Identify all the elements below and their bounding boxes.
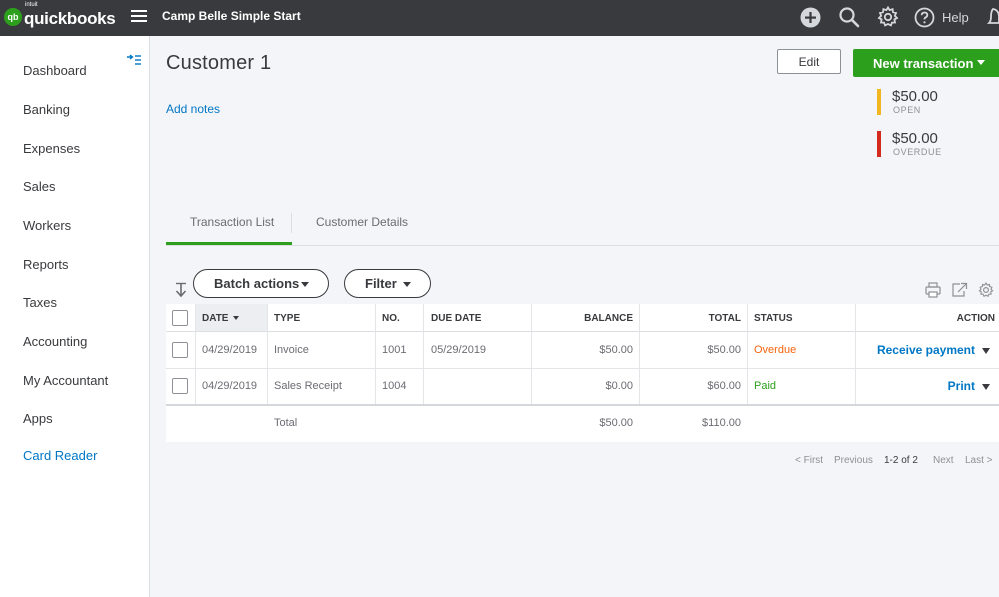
cell-total: $60.00: [707, 380, 741, 392]
add-notes-link[interactable]: Add notes: [166, 102, 221, 116]
cell-due-date: 05/29/2019: [431, 344, 487, 356]
new-transaction-label: New transaction: [873, 55, 974, 71]
page-title: Customer 1: [166, 52, 272, 74]
edit-button[interactable]: Edit: [777, 49, 841, 74]
pagination-next[interactable]: Next: [933, 455, 954, 466]
filter-button[interactable]: Filter: [344, 269, 431, 298]
sidebar-item-my-accountant[interactable]: My Accountant: [23, 373, 109, 388]
sidebar-item-dashboard[interactable]: Dashboard: [23, 63, 87, 78]
cell-type: Invoice: [274, 344, 309, 356]
column-header-total[interactable]: TOTAL: [708, 312, 741, 324]
sidebar: [0, 36, 150, 597]
pagination-last[interactable]: Last >: [965, 455, 993, 466]
sidebar-item-banking[interactable]: Banking: [23, 102, 70, 117]
open-status-bar: [877, 89, 881, 115]
overdue-status-bar: [877, 131, 881, 157]
row-action-chevron-down-icon[interactable]: [982, 348, 990, 354]
batch-actions-button[interactable]: Batch actions: [193, 269, 329, 298]
totals-divider: [166, 404, 999, 406]
export-icon[interactable]: [951, 282, 968, 298]
overdue-amount: $50.00: [892, 130, 938, 147]
column-header-date[interactable]: DATE: [202, 304, 240, 332]
header-divider: [166, 331, 999, 332]
filter-label: Filter: [365, 276, 397, 291]
tabs-baseline: [166, 245, 999, 246]
top-bar: qb intuit quickbooks Camp Belle Simple S…: [0, 0, 999, 36]
sidebar-item-taxes[interactable]: Taxes: [23, 295, 57, 310]
row-checkbox[interactable]: [172, 378, 188, 394]
column-header-action: ACTION: [956, 312, 995, 324]
column-header-type[interactable]: TYPE: [274, 312, 301, 324]
quickbooks-logo[interactable]: qb intuit quickbooks: [4, 2, 116, 29]
chevron-down-icon: [301, 282, 309, 287]
row-action-chevron-down-icon[interactable]: [982, 384, 990, 390]
tab-transaction-list[interactable]: Transaction List: [190, 215, 275, 229]
cell-type: Sales Receipt: [274, 380, 342, 392]
quickbooks-wordmark: quickbooks: [24, 9, 116, 28]
receive-payment-link[interactable]: Receive payment: [876, 343, 975, 357]
select-all-checkbox[interactable]: [172, 310, 188, 326]
column-header-balance[interactable]: BALANCE: [584, 312, 633, 324]
cell-date: 04/29/2019: [202, 344, 258, 356]
batch-actions-label: Batch actions: [214, 276, 300, 291]
open-amount: $50.00: [892, 88, 938, 105]
print-link[interactable]: Print: [947, 379, 975, 393]
totals-total: $110.00: [702, 417, 741, 429]
hamburger-menu-icon[interactable]: [131, 10, 147, 24]
sorted-column-highlight: [195, 304, 267, 332]
qb-logo-mark: qb: [4, 8, 22, 26]
column-header-due-date[interactable]: DUE DATE: [431, 312, 482, 324]
search-icon[interactable]: [838, 6, 860, 28]
status-badge: Overdue: [754, 344, 797, 356]
sidebar-item-card-reader[interactable]: Card Reader: [23, 448, 98, 463]
cell-no: 1004: [382, 380, 407, 392]
table-settings-gear-icon[interactable]: [978, 282, 994, 298]
status-badge: Paid: [754, 380, 777, 392]
print-icon[interactable]: [925, 282, 941, 298]
sidebar-item-reports[interactable]: Reports: [23, 257, 69, 272]
row-divider: [166, 368, 999, 369]
help-link[interactable]: Help: [942, 10, 969, 25]
cell-no: 1001: [382, 344, 407, 356]
company-name: Camp Belle Simple Start: [162, 9, 301, 23]
sidebar-item-expenses[interactable]: Expenses: [23, 141, 81, 156]
sidebar-item-sales[interactable]: Sales: [23, 179, 56, 194]
cell-balance: $50.00: [599, 344, 633, 356]
row-checkbox[interactable]: [172, 342, 188, 358]
gear-icon[interactable]: [877, 6, 899, 28]
new-transaction-button[interactable]: New transaction: [853, 49, 999, 77]
collapse-sidebar-icon[interactable]: [126, 54, 142, 68]
transaction-table: [166, 304, 999, 442]
tab-customer-details[interactable]: Customer Details: [316, 215, 409, 229]
column-header-status[interactable]: STATUS: [754, 312, 793, 324]
column-header-no[interactable]: NO.: [382, 312, 400, 324]
sort-arrow-icon[interactable]: [174, 282, 188, 298]
open-label: OPEN: [893, 105, 921, 115]
totals-balance: $50.00: [599, 417, 633, 429]
active-tab-indicator: [166, 242, 292, 245]
overdue-label: OVERDUE: [893, 147, 942, 157]
totals-label: Total: [274, 417, 298, 429]
cell-date: 04/29/2019: [202, 380, 258, 392]
sidebar-item-accounting[interactable]: Accounting: [23, 334, 88, 349]
tab-divider: [291, 213, 292, 233]
sidebar-item-workers[interactable]: Workers: [23, 218, 72, 233]
help-icon[interactable]: [914, 7, 935, 28]
bell-icon[interactable]: [987, 7, 999, 29]
pagination-previous[interactable]: Previous: [834, 455, 873, 466]
chevron-down-icon: [977, 60, 985, 65]
pagination-first[interactable]: < First: [795, 455, 824, 466]
sort-desc-icon: [233, 316, 240, 320]
sidebar-item-apps[interactable]: Apps: [23, 411, 53, 426]
intuit-wordmark: intuit: [25, 2, 38, 8]
plus-icon[interactable]: [800, 7, 821, 28]
cell-balance: $0.00: [605, 380, 633, 392]
pagination-range: 1-2 of 2: [884, 455, 918, 466]
cell-total: $50.00: [707, 344, 741, 356]
chevron-down-icon: [403, 282, 411, 287]
